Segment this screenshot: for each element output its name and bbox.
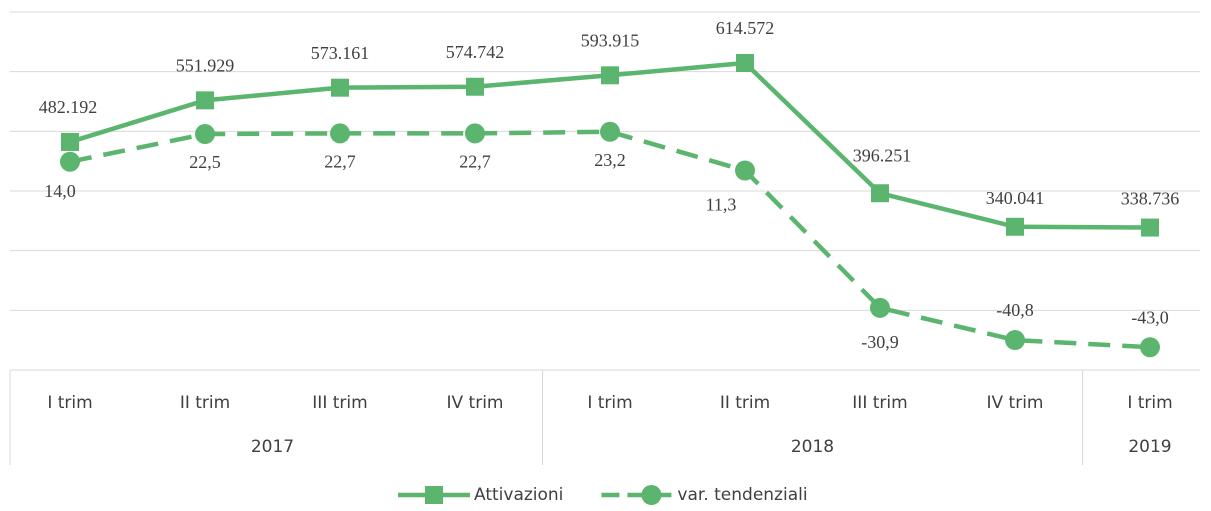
marker <box>196 91 214 110</box>
x-tick-label: IV trim <box>447 393 504 413</box>
marker <box>601 66 619 85</box>
series-line <box>69 129 1151 350</box>
marker <box>1141 218 1159 237</box>
marker <box>1005 330 1025 351</box>
marker <box>1006 217 1024 236</box>
x-tick-label: II trim <box>720 393 770 413</box>
legend-label: var. tendenziali <box>677 485 807 505</box>
data-label: 551.929 <box>176 55 235 75</box>
data-label: -30,9 <box>861 332 899 352</box>
data-label: 338.736 <box>1121 189 1180 209</box>
legend-marker <box>425 486 443 504</box>
legend-label: Attivazioni <box>474 485 563 505</box>
data-label: 340.041 <box>986 188 1045 208</box>
data-label: 22,7 <box>324 152 356 172</box>
data-label: 482.192 <box>39 97 98 117</box>
marker <box>735 160 755 181</box>
data-label: 22,5 <box>189 152 221 172</box>
legend-marker <box>641 485 662 505</box>
x-tick-label: I trim <box>47 393 92 413</box>
marker <box>330 123 350 144</box>
x-tick-label: I trim <box>1127 393 1172 413</box>
data-label: 574.742 <box>446 42 505 62</box>
data-label: 22,7 <box>459 152 491 172</box>
data-label: 11,3 <box>706 195 737 215</box>
marker <box>871 184 889 203</box>
x-tick-label: III trim <box>852 393 907 413</box>
marker <box>466 77 484 96</box>
marker <box>61 132 79 151</box>
data-label: -40,8 <box>996 300 1034 320</box>
marker <box>600 121 620 142</box>
marker <box>465 123 485 144</box>
group-label: 2018 <box>791 437 834 457</box>
marker <box>1140 337 1160 358</box>
data-label: 396.251 <box>853 145 912 165</box>
data-label: -43,0 <box>1131 307 1169 327</box>
x-tick-label: II trim <box>180 393 230 413</box>
group-label: 2017 <box>251 437 294 457</box>
data-label: 23,2 <box>594 150 626 170</box>
x-tick-label: IV trim <box>987 393 1044 413</box>
x-tick-label: III trim <box>312 393 367 413</box>
group-label: 2019 <box>1128 437 1171 457</box>
marker <box>195 124 215 145</box>
data-label: 614.572 <box>716 18 775 38</box>
marker <box>60 151 80 172</box>
x-tick-label: I trim <box>587 393 632 413</box>
marker <box>870 297 890 318</box>
marker <box>331 78 349 97</box>
marker <box>736 53 754 72</box>
data-label: 14,0 <box>44 181 76 201</box>
data-label: 593.915 <box>581 30 640 50</box>
data-label: 573.161 <box>311 43 370 63</box>
